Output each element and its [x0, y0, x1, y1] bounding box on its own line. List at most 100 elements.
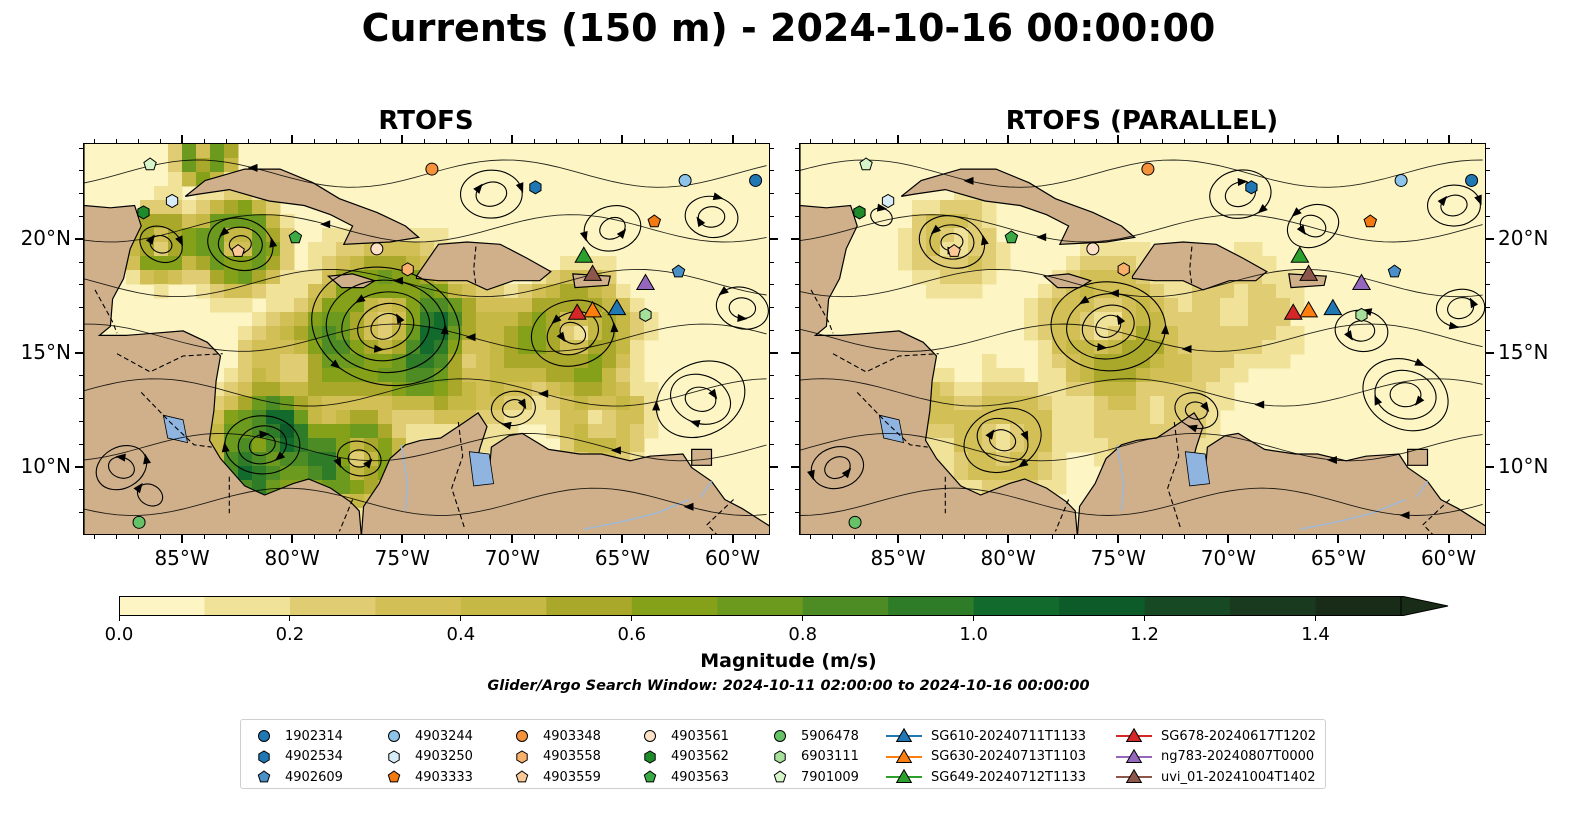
colorbar-tick-label: 0.2	[275, 624, 305, 645]
search-window-text: Glider/Argo Search Window: 2024-10-11 02…	[487, 678, 1090, 694]
legend-label: 4903244	[415, 728, 473, 744]
colorbar-tick-label: 0.8	[788, 624, 818, 645]
lat-minor-tick	[770, 193, 774, 195]
lon-minor-tick	[666, 139, 668, 143]
lon-minor-tick	[1162, 535, 1164, 539]
lon-minor-tick	[160, 139, 162, 143]
legend-marker-pentagon-icon	[257, 770, 271, 783]
lat-minor-tick	[79, 284, 83, 286]
lon-tick-mark	[621, 535, 624, 543]
legend-label: 4903250	[415, 749, 473, 765]
lon-minor-tick	[876, 139, 878, 143]
lat-minor-tick	[79, 512, 83, 514]
legend-marker-pentagon-icon	[515, 770, 529, 783]
legend-item: 4903250	[381, 747, 473, 768]
map-canvas	[800, 144, 1485, 534]
lon-minor-tick	[424, 535, 426, 539]
lon-minor-tick	[1162, 139, 1164, 143]
colorbar-segment	[119, 596, 205, 616]
legend-label: SG630-20240713T1103	[931, 749, 1087, 765]
legend-item: 4903559	[509, 767, 601, 788]
legend-label: uvi_01-20241004T1402	[1161, 769, 1316, 785]
lon-tick-mark	[181, 135, 184, 143]
legend-item: 4903563	[637, 767, 729, 788]
legend-marker-triangle-icon	[1116, 748, 1152, 763]
colorbar-tick-mark	[460, 616, 462, 621]
lat-minor-tick	[770, 215, 774, 217]
lat-minor-tick	[770, 261, 774, 263]
lon-minor-tick	[556, 535, 558, 539]
legend-label: 1902314	[285, 728, 343, 744]
lat-tick-mark	[75, 237, 83, 240]
lat-minor-tick	[795, 307, 799, 309]
legend-marker-icon	[774, 730, 786, 743]
lon-minor-tick	[534, 535, 536, 539]
legend-item: 6903111	[767, 747, 859, 768]
lat-tick-mark	[791, 351, 799, 354]
colorbar-segment	[1230, 596, 1317, 616]
legend-label: 4903562	[671, 749, 729, 765]
legend-item: 4903561	[637, 726, 729, 747]
lon-minor-tick	[578, 139, 580, 143]
lon-tick-mark	[1447, 535, 1450, 543]
lon-minor-tick	[1140, 535, 1142, 539]
legend-item: 1902314	[251, 726, 343, 747]
glider-SG678-20240617T1202	[567, 303, 587, 320]
lon-tick-label: 70°W	[484, 546, 540, 570]
lon-tick-mark	[621, 135, 624, 143]
lon-minor-tick	[314, 535, 316, 539]
lon-tick-label: 75°W	[1090, 546, 1146, 570]
lat-minor-tick	[79, 215, 83, 217]
argo-float-4903562	[137, 205, 150, 220]
argo-float-4903563	[288, 230, 303, 244]
lon-minor-tick	[226, 139, 228, 143]
lat-minor-tick	[1486, 512, 1490, 514]
lat-minor-tick	[795, 170, 799, 172]
lon-minor-tick	[1052, 535, 1054, 539]
legend: 1902314 4902534 4902609 4903244 4903250 49033…	[240, 719, 1326, 789]
lon-minor-tick	[204, 139, 206, 143]
lat-minor-tick	[795, 261, 799, 263]
lon-tick-mark	[291, 535, 294, 543]
lon-minor-tick	[964, 535, 966, 539]
lon-minor-tick	[1206, 139, 1208, 143]
lon-tick-mark	[1007, 535, 1010, 543]
colorbar-segment	[888, 596, 975, 616]
colorbar-segment	[460, 596, 547, 616]
colorbar-segment	[1059, 596, 1146, 616]
legend-label: 4903348	[543, 728, 601, 744]
argo-float-7901009	[859, 157, 873, 171]
lon-minor-tick	[832, 139, 834, 143]
lat-minor-tick	[770, 512, 774, 514]
legend-column: 4903561 4903562 4903563	[637, 726, 729, 788]
argo-float-4902609	[1387, 264, 1402, 278]
lon-minor-tick	[600, 535, 602, 539]
colorbar-gradient	[119, 595, 1449, 617]
lon-tick-mark	[181, 535, 184, 543]
legend-column: 4903348 4903558 4903559	[509, 726, 601, 788]
legend-item: 5906478	[767, 726, 859, 747]
lat-minor-tick	[770, 147, 774, 149]
legend-marker-icon	[644, 750, 656, 764]
lat-minor-tick	[795, 147, 799, 149]
legend-marker-icon	[516, 750, 528, 764]
legend-marker-icon	[516, 730, 528, 743]
lon-minor-tick	[1316, 535, 1318, 539]
lon-minor-tick	[138, 139, 140, 143]
lat-tick-label: 10°N	[1498, 453, 1549, 478]
map-panel-rtofs	[83, 143, 770, 535]
legend-item: ng783-20240807T0000	[1115, 747, 1316, 768]
lat-tick-mark	[770, 351, 778, 354]
lon-tick-label: 60°W	[1420, 546, 1477, 570]
lon-minor-tick	[854, 535, 856, 539]
legend-column: 4903244 4903250 4903333	[381, 726, 473, 788]
lon-minor-tick	[1272, 535, 1274, 539]
lon-minor-tick	[754, 139, 756, 143]
colorbar-segment	[375, 596, 462, 616]
legend-triangle-icon	[895, 748, 913, 763]
lat-tick-mark	[1486, 465, 1494, 468]
streamlines	[84, 159, 769, 516]
argo-float-5906478	[848, 515, 862, 529]
lon-minor-tick	[832, 535, 834, 539]
colorbar-tick-mark	[1144, 616, 1146, 621]
